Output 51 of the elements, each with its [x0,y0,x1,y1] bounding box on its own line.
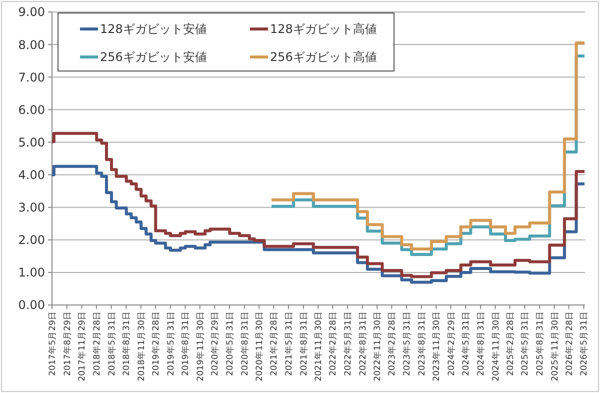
x-tick-label: 2018年2月28日 [91,311,102,376]
x-tick-label: 2024年8月31日 [476,311,487,376]
y-tick-label: 2.00 [18,233,45,248]
x-tick-label: 2017年8月29日 [62,311,73,376]
legend-label: 256ギガビット安値 [100,50,207,64]
x-tick-label: 2017年5月29日 [46,311,58,376]
x-tick-label: 2025年8月31日 [534,311,546,376]
x-tick-label: 2023年2月28日 [386,311,398,376]
legend-label: 128ギガビット高値 [270,22,377,36]
x-tick-label: 2024年2月29日 [446,311,457,376]
y-tick-label: 6.00 [18,102,45,117]
y-tick-label: 9.00 [18,5,45,20]
x-tick-label: 2018年5月31日 [106,311,118,376]
x-tick-label: 2023年8月31日 [416,311,428,376]
x-tick-label: 2022年11月30日 [372,311,384,382]
x-tick-label: 2019年2月28日 [150,311,162,376]
x-tick-label: 2024年5月31日 [460,311,472,376]
y-tick-label: 4.00 [18,168,45,182]
y-tick-label: 8.00 [18,38,45,52]
y-tick-label: 0.00 [18,298,45,312]
x-tick-label: 2018年11月30日 [136,311,147,382]
x-tick-label: 2019年11月30日 [194,311,206,382]
x-tick-label: 2020年2月29日 [210,311,221,376]
legend-label: 128ギガビット安値 [100,22,207,36]
y-tick-label: 3.00 [18,200,45,215]
legend-label: 256ギガビット高値 [270,50,377,64]
x-tick-label: 2022年5月31日 [342,311,354,376]
x-tick-label: 2020年5月31日 [224,311,236,376]
y-tick-label: 1.00 [18,266,45,280]
x-tick-label: 2021年5月31日 [283,311,294,376]
x-tick-label: 2021年2月28日 [268,311,280,376]
x-tick-label: 2025年2月28日 [504,311,516,376]
x-tick-label: 2020年8月31日 [239,311,250,376]
x-tick-label: 2018年8月31日 [121,311,132,376]
x-tick-label: 2023年11月30日 [431,311,442,382]
x-tick-label: 2020年11月30日 [254,311,266,382]
x-tick-label: 2021年11月30日 [313,311,324,382]
x-tick-label: 2022年2月28日 [328,311,339,376]
x-tick-label: 2024年11月30日 [490,311,502,382]
y-tick-label: 5.00 [18,135,45,150]
x-tick-label: 2023年5月31日 [402,311,412,376]
x-tick-label: 2025年5月31日 [520,311,531,376]
x-tick-label: 2026年5月31日 [578,311,590,376]
x-tick-label: 2026年2月28日 [564,311,575,376]
x-tick-label: 2025年11月30日 [549,311,560,382]
x-tick-label: 2022年8月31日 [357,311,368,376]
x-tick-label: 2019年5月31日 [165,311,176,376]
x-tick-label: 2019年8月31日 [180,311,192,376]
y-tick-label: 7.00 [18,70,45,84]
x-tick-label: 2017年11月29日 [76,311,88,382]
x-tick-label: 2021年8月31日 [298,311,310,376]
